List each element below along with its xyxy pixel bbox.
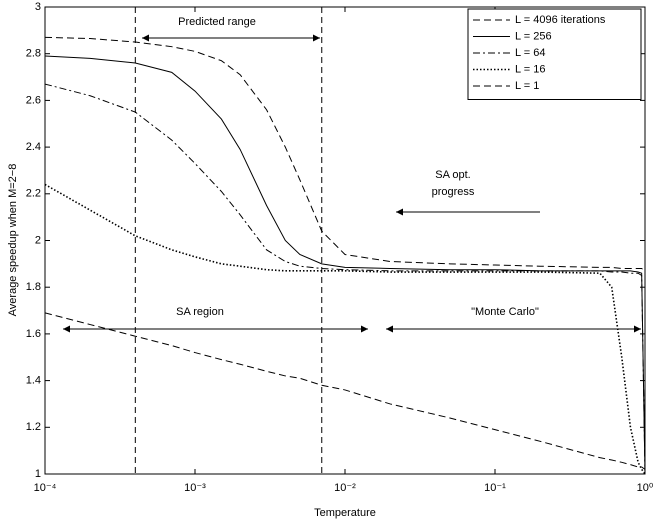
annotation: progress	[432, 186, 475, 198]
x-tick-label: 10⁰	[637, 482, 654, 494]
y-tick-label: 1.8	[26, 281, 41, 293]
legend-box	[467, 8, 642, 100]
series-line	[45, 83, 645, 474]
y-tick-label: 2.4	[26, 141, 41, 153]
legend-label: L = 4096 iterations	[515, 14, 606, 26]
legend-label: L = 16	[515, 63, 545, 75]
annotation: Predicted range	[178, 16, 256, 28]
y-axis-label: Average speedup when M=2−8	[7, 164, 19, 317]
annotation: SA opt.	[435, 169, 470, 181]
y-tick-label: 1.4	[26, 375, 41, 387]
legend-label: L = 1	[515, 80, 539, 92]
y-tick-label: 2.2	[26, 188, 41, 200]
plot-lines	[45, 36, 645, 474]
x-tick-label: 10⁻¹	[484, 482, 506, 494]
series-line	[45, 312, 645, 470]
y-tick-label: 1	[35, 468, 41, 480]
y-tick-label: 2.8	[26, 48, 41, 60]
series-line	[45, 183, 645, 474]
y-tick-label: 3	[35, 1, 41, 13]
x-tick-label: 10⁻²	[334, 482, 356, 494]
annotation: "Monte Carlo"	[471, 306, 539, 318]
x-tick-label: 10⁻³	[184, 482, 206, 494]
y-tick-label: 1.6	[26, 328, 41, 340]
legend-label: L = 64	[515, 47, 545, 59]
legend-label: L = 256	[515, 30, 552, 42]
series-line	[45, 55, 645, 474]
x-tick-label: 10⁻⁴	[34, 482, 57, 494]
x-axis-label: Temperature	[314, 507, 376, 519]
y-tick-label: 2.6	[26, 94, 41, 106]
annotation: SA region	[176, 306, 224, 318]
series-line	[45, 36, 645, 272]
y-tick-label: 2	[35, 234, 41, 246]
y-tick-label: 1.2	[26, 421, 41, 433]
annotation-arrows	[63, 34, 641, 333]
legend: L = 4096 iterations L = 256 L = 64 L = 16 L …	[467, 8, 642, 100]
